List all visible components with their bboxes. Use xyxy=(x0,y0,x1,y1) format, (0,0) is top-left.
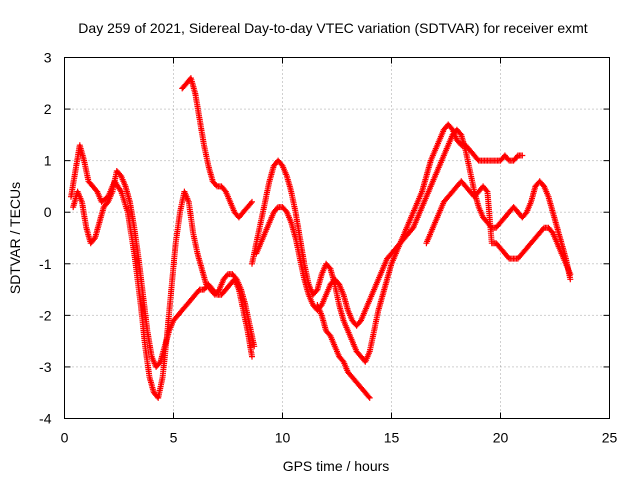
plot-frame xyxy=(64,57,610,419)
y-tick-labels: -4 -3 -2 -1 0 1 2 3 xyxy=(39,50,52,427)
x-tick-label-0: 0 xyxy=(61,430,69,446)
y-tick-label-6: 2 xyxy=(44,101,52,117)
grid-lines xyxy=(64,57,610,419)
series-track-4 xyxy=(249,121,526,365)
x-tick-label-3: 15 xyxy=(384,430,400,446)
x-tick-label-1: 5 xyxy=(170,430,178,446)
y-tick-label-2: -2 xyxy=(39,307,52,323)
x-tick-label-4: 20 xyxy=(493,430,509,446)
y-tick-label-0: -4 xyxy=(39,411,52,427)
x-tick-labels: 0 5 10 15 20 25 xyxy=(61,430,618,446)
series-track-1 xyxy=(68,142,258,401)
series-track-6 xyxy=(423,178,574,278)
series-track-5 xyxy=(253,126,574,329)
x-tick-label-5: 25 xyxy=(602,430,618,446)
x-axis-label: GPS time / hours xyxy=(283,458,390,474)
y-tick-label-5: 1 xyxy=(44,153,52,169)
series-track-7 xyxy=(314,302,373,401)
y-tick-label-1: -3 xyxy=(39,359,52,375)
data-series xyxy=(68,75,574,401)
y-tick-label-7: 3 xyxy=(44,50,52,66)
x-tick-label-2: 10 xyxy=(275,430,291,446)
y-axis-label: SDTVAR / TECUs xyxy=(7,182,23,294)
series-track-2 xyxy=(70,168,255,370)
chart-title: Day 259 of 2021, Sidereal Day-to-day VTE… xyxy=(78,20,587,36)
axis-ticks xyxy=(64,57,610,419)
y-tick-label-3: -1 xyxy=(39,256,52,272)
series-track-3 xyxy=(179,75,255,221)
y-tick-label-4: 0 xyxy=(44,204,52,220)
